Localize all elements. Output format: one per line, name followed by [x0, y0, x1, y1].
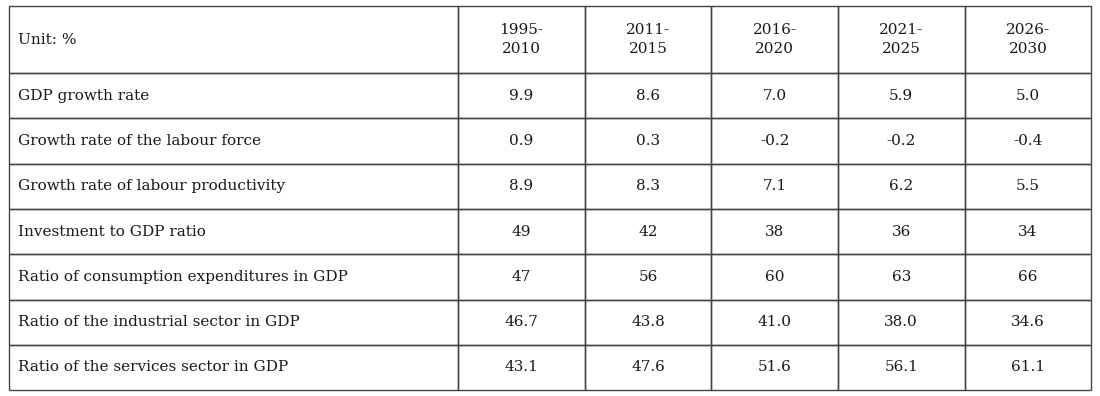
Bar — [712, 73, 838, 118]
Bar — [584, 299, 712, 345]
Text: 56.1: 56.1 — [884, 360, 918, 375]
Text: 5.5: 5.5 — [1016, 179, 1040, 193]
Bar — [965, 209, 1091, 254]
Bar — [838, 209, 965, 254]
Bar — [965, 6, 1091, 73]
Text: -0.4: -0.4 — [1013, 134, 1043, 148]
Text: Ratio of the industrial sector in GDP: Ratio of the industrial sector in GDP — [18, 315, 299, 329]
Bar — [9, 73, 458, 118]
Bar — [584, 254, 712, 299]
Text: 0.9: 0.9 — [509, 134, 534, 148]
Text: 9.9: 9.9 — [509, 89, 534, 103]
Bar — [9, 209, 458, 254]
Text: 47: 47 — [512, 270, 531, 284]
Text: 34.6: 34.6 — [1011, 315, 1045, 329]
Text: 60: 60 — [764, 270, 784, 284]
Text: 66: 66 — [1019, 270, 1037, 284]
Text: Growth rate of labour productivity: Growth rate of labour productivity — [18, 179, 285, 193]
Text: Ratio of the services sector in GDP: Ratio of the services sector in GDP — [18, 360, 288, 375]
Text: 7.0: 7.0 — [762, 89, 786, 103]
Text: 49: 49 — [512, 225, 531, 239]
Text: -0.2: -0.2 — [887, 134, 916, 148]
Bar — [965, 164, 1091, 209]
Text: 2016-
2020: 2016- 2020 — [752, 23, 796, 56]
Bar — [712, 209, 838, 254]
Text: 46.7: 46.7 — [505, 315, 538, 329]
Text: 0.3: 0.3 — [636, 134, 660, 148]
Text: 51.6: 51.6 — [758, 360, 792, 375]
Text: 36: 36 — [892, 225, 911, 239]
Bar — [838, 164, 965, 209]
Text: 8.3: 8.3 — [636, 179, 660, 193]
Bar — [458, 299, 584, 345]
Bar — [712, 118, 838, 164]
Bar — [712, 345, 838, 390]
Text: 63: 63 — [892, 270, 911, 284]
Text: 43.8: 43.8 — [631, 315, 664, 329]
Bar — [9, 299, 458, 345]
Text: 2021-
2025: 2021- 2025 — [879, 23, 923, 56]
Bar — [584, 164, 712, 209]
Text: Investment to GDP ratio: Investment to GDP ratio — [18, 225, 206, 239]
Bar — [965, 73, 1091, 118]
Bar — [965, 118, 1091, 164]
Bar — [9, 6, 458, 73]
Text: 8.6: 8.6 — [636, 89, 660, 103]
Text: 34: 34 — [1019, 225, 1037, 239]
Bar — [838, 254, 965, 299]
Bar — [458, 345, 584, 390]
Text: Ratio of consumption expenditures in GDP: Ratio of consumption expenditures in GDP — [18, 270, 348, 284]
Bar — [458, 254, 584, 299]
Text: -0.2: -0.2 — [760, 134, 790, 148]
Text: 38: 38 — [764, 225, 784, 239]
Bar — [584, 6, 712, 73]
Bar — [9, 118, 458, 164]
Text: Unit: %: Unit: % — [18, 32, 76, 47]
Bar — [838, 118, 965, 164]
Bar — [458, 209, 584, 254]
Bar — [838, 345, 965, 390]
Bar — [584, 345, 712, 390]
Bar — [458, 73, 584, 118]
Bar — [9, 164, 458, 209]
Bar — [838, 299, 965, 345]
Bar — [712, 164, 838, 209]
Text: 1995-
2010: 1995- 2010 — [499, 23, 543, 56]
Text: 2026-
2030: 2026- 2030 — [1005, 23, 1049, 56]
Bar — [584, 118, 712, 164]
Bar — [712, 254, 838, 299]
Bar — [458, 118, 584, 164]
Text: 5.0: 5.0 — [1015, 89, 1040, 103]
Bar — [9, 254, 458, 299]
Bar — [584, 73, 712, 118]
Bar — [712, 6, 838, 73]
Bar — [965, 345, 1091, 390]
Text: 42: 42 — [638, 225, 658, 239]
Bar — [965, 299, 1091, 345]
Text: Growth rate of the labour force: Growth rate of the labour force — [18, 134, 261, 148]
Bar — [9, 345, 458, 390]
Bar — [458, 164, 584, 209]
Text: 6.2: 6.2 — [889, 179, 913, 193]
Text: 43.1: 43.1 — [505, 360, 538, 375]
Text: 41.0: 41.0 — [758, 315, 792, 329]
Text: 7.1: 7.1 — [762, 179, 786, 193]
Text: 61.1: 61.1 — [1011, 360, 1045, 375]
Text: 56: 56 — [638, 270, 658, 284]
Text: 47.6: 47.6 — [631, 360, 664, 375]
Bar — [965, 254, 1091, 299]
Bar — [838, 73, 965, 118]
Text: 2011-
2015: 2011- 2015 — [626, 23, 670, 56]
Bar — [458, 6, 584, 73]
Bar — [712, 299, 838, 345]
Bar — [584, 209, 712, 254]
Text: 5.9: 5.9 — [889, 89, 913, 103]
Bar — [838, 6, 965, 73]
Text: 38.0: 38.0 — [884, 315, 918, 329]
Text: GDP growth rate: GDP growth rate — [18, 89, 148, 103]
Text: 8.9: 8.9 — [509, 179, 534, 193]
